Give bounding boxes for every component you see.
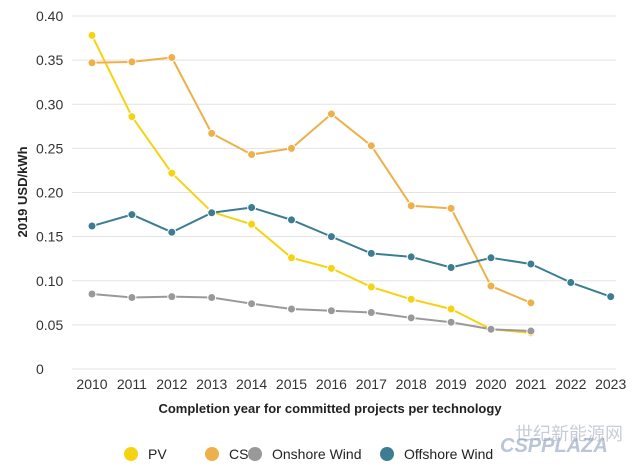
series-csp (87, 52, 536, 308)
data-point (167, 168, 177, 178)
data-point (287, 215, 296, 225)
data-point (446, 203, 456, 213)
data-point (326, 232, 336, 242)
legend-marker (124, 447, 138, 461)
y-tick-label: 0 (36, 361, 44, 377)
x-tick-label: 2014 (236, 376, 267, 392)
data-point (87, 58, 97, 68)
y-tick-label: 0.20 (36, 185, 63, 201)
series-line (91, 34, 531, 334)
series-pv (87, 30, 536, 338)
data-point (326, 109, 336, 119)
y-tick-labels: 0 0.05 0.10 0.15 0.20 0.25 0.30 0.35 0.40 (36, 8, 63, 377)
data-point (287, 143, 296, 153)
x-tick-label: 2012 (156, 376, 187, 392)
watermark-cn-text: 世纪新能源网 (515, 424, 623, 445)
x-tick-label: 2016 (316, 376, 347, 392)
y-tick-label: 0.05 (36, 317, 63, 333)
legend-item: Offshore Wind (380, 446, 493, 462)
data-point (127, 293, 137, 303)
x-tick-label: 2022 (555, 376, 586, 392)
y-axis-title: 2019 USD/kWh (15, 146, 30, 237)
data-point (366, 308, 376, 318)
data-point (446, 317, 456, 327)
data-point (167, 52, 177, 62)
x-tick-label: 2010 (76, 376, 107, 392)
data-point (207, 208, 217, 218)
x-tick-label: 2011 (117, 376, 147, 392)
data-point (406, 252, 416, 262)
data-point (366, 248, 376, 258)
data-point (526, 259, 536, 269)
legend-label: PV (148, 446, 167, 462)
x-tick-label: 2023 (595, 376, 626, 392)
legend-marker (380, 447, 394, 461)
watermark-en-text: CSPPLAZA (500, 435, 608, 457)
data-point (247, 203, 257, 213)
data-point (406, 313, 416, 323)
data-point (526, 298, 536, 308)
y-tick-label: 0.25 (36, 140, 63, 156)
y-tick-label: 0.35 (36, 52, 63, 68)
data-point (486, 281, 496, 291)
legend-label: Onshore Wind (272, 446, 361, 462)
data-point (606, 292, 616, 302)
y-tick-label: 0.10 (36, 273, 63, 289)
grid-lines (72, 15, 616, 370)
series-line (91, 206, 612, 298)
x-tick-label: 2021 (515, 376, 546, 392)
x-tick-label: 2018 (396, 376, 427, 392)
series-onshore-wind (87, 289, 536, 336)
data-point (287, 304, 296, 314)
data-point (446, 263, 456, 273)
data-point (566, 278, 576, 288)
data-point (326, 263, 336, 273)
data-point (406, 201, 416, 211)
series-line (91, 292, 531, 333)
data-point (247, 219, 257, 229)
data-point (127, 210, 137, 220)
data-point (167, 292, 177, 302)
y-tick-label: 0.40 (36, 8, 63, 24)
data-point (207, 128, 217, 138)
legend-marker (248, 447, 262, 461)
legend-item: Onshore Wind (248, 446, 361, 462)
series-line (91, 56, 532, 304)
legend: PV CSP Onshore Wind Offshore Wind (124, 446, 493, 462)
data-point (247, 299, 257, 309)
data-point (87, 30, 97, 40)
data-point (87, 289, 97, 299)
data-point (366, 282, 376, 292)
x-axis-title: Completion year for committed projects p… (158, 401, 502, 416)
data-point (127, 112, 137, 122)
series-lines (87, 30, 616, 338)
data-point (406, 294, 416, 304)
x-tick-label: 2020 (475, 376, 506, 392)
data-point (287, 253, 296, 263)
x-tick-label: 2013 (196, 376, 227, 392)
data-point (127, 57, 137, 67)
data-point (366, 141, 376, 151)
data-point (526, 326, 536, 336)
data-point (446, 304, 456, 314)
y-tick-label: 0.15 (36, 229, 63, 245)
data-point (207, 293, 217, 303)
data-point (486, 324, 496, 334)
data-point (326, 306, 336, 316)
watermark-logo: 世纪新能源网 CSPPLAZA (500, 424, 623, 457)
data-point (167, 227, 177, 237)
y-tick-label: 0.30 (36, 96, 63, 112)
x-tick-labels: 2010 2011 2012 2013 2014 2015 2016 2017 2018 2019… (76, 376, 626, 392)
data-point (486, 253, 496, 263)
data-point (247, 150, 257, 160)
x-tick-label: 2019 (436, 376, 467, 392)
series-offshore-wind (87, 203, 616, 302)
x-tick-label: 2017 (356, 376, 387, 392)
legend-marker (205, 447, 219, 461)
x-tick-label: 2015 (276, 376, 307, 392)
legend-label: Offshore Wind (404, 446, 493, 462)
data-point (87, 221, 97, 231)
legend-item: PV (124, 446, 167, 462)
